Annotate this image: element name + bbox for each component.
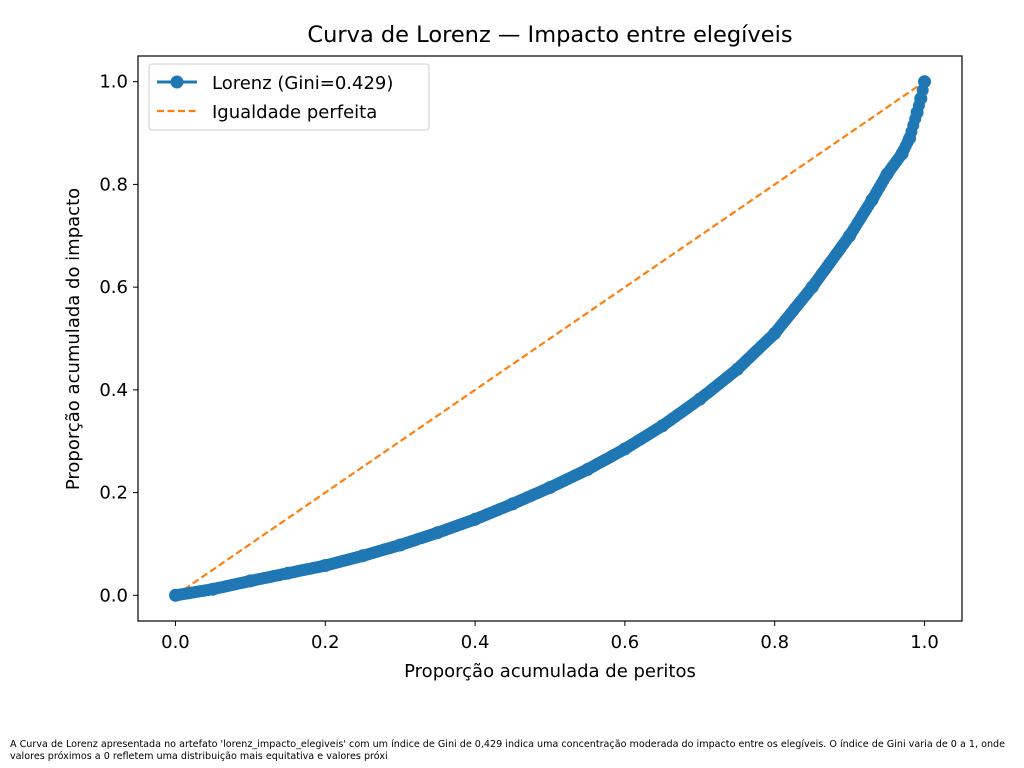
equality-line bbox=[174, 80, 926, 597]
x-tick-label: 0.2 bbox=[311, 632, 340, 653]
lorenz-point bbox=[903, 131, 917, 145]
y-axis-label: Proporção acumulada do impacto bbox=[63, 188, 84, 490]
lorenz-point bbox=[655, 419, 669, 433]
y-tick-label: 0.0 bbox=[99, 585, 128, 606]
lorenz-point bbox=[918, 75, 931, 89]
lorenz-point bbox=[910, 106, 924, 119]
y-tick-label: 0.6 bbox=[99, 277, 128, 298]
chart-title: Curva de Lorenz — Impacto entre elegívei… bbox=[307, 22, 792, 48]
legend-lorenz-label: Lorenz (Gini=0.429) bbox=[212, 73, 393, 94]
lorenz-point bbox=[318, 559, 332, 572]
lorenz-point bbox=[206, 582, 220, 596]
lorenz-point bbox=[468, 512, 482, 526]
lorenz-point bbox=[169, 588, 182, 602]
x-axis-label: Proporção acumulada de peritos bbox=[404, 661, 696, 682]
lorenz-point bbox=[693, 392, 707, 406]
lorenz-point bbox=[805, 280, 819, 294]
y-tick-label: 1.0 bbox=[99, 72, 128, 93]
lorenz-point bbox=[243, 574, 257, 588]
x-tick-label: 0.8 bbox=[760, 632, 789, 653]
lorenz-point bbox=[843, 229, 857, 243]
x-tick-label: 1.0 bbox=[910, 632, 939, 653]
lorenz-point bbox=[431, 526, 445, 540]
lorenz-point bbox=[618, 442, 632, 456]
x-tick-label: 0.6 bbox=[611, 632, 640, 653]
lorenz-point bbox=[356, 549, 370, 563]
lorenz-point bbox=[880, 167, 894, 181]
x-tick-label: 0.0 bbox=[161, 632, 190, 653]
y-tick-label: 0.2 bbox=[99, 483, 128, 504]
lorenz-point bbox=[506, 497, 519, 511]
y-tick-label: 0.4 bbox=[99, 380, 128, 401]
legend: Lorenz (Gini=0.429) Igualdade perfeita bbox=[148, 63, 430, 131]
axes-frame bbox=[137, 55, 963, 622]
plot-area: 0.0 0.2 0.4 0.6 0.8 1.0 0.0 0.2 0.4 0.6 0.8 1.0 bbox=[99, 55, 963, 653]
lorenz-point bbox=[730, 362, 744, 376]
lorenz-point bbox=[865, 193, 879, 207]
lorenz-point bbox=[543, 481, 557, 494]
y-tick-label: 0.8 bbox=[99, 174, 128, 195]
lorenz-point bbox=[914, 92, 928, 106]
x-tick-label: 0.4 bbox=[461, 632, 490, 653]
legend-equality-label: Igualdade perfeita bbox=[212, 102, 377, 123]
legend-lorenz-marker bbox=[170, 75, 184, 89]
lorenz-point bbox=[281, 566, 295, 580]
legend-box bbox=[148, 63, 430, 131]
lorenz-point bbox=[393, 538, 407, 552]
lorenz-point bbox=[895, 147, 909, 161]
lorenz-point bbox=[768, 326, 782, 340]
chart-caption: A Curva de Lorenz apresentada no artefat… bbox=[10, 739, 1006, 762]
lorenz-point bbox=[581, 463, 594, 476]
